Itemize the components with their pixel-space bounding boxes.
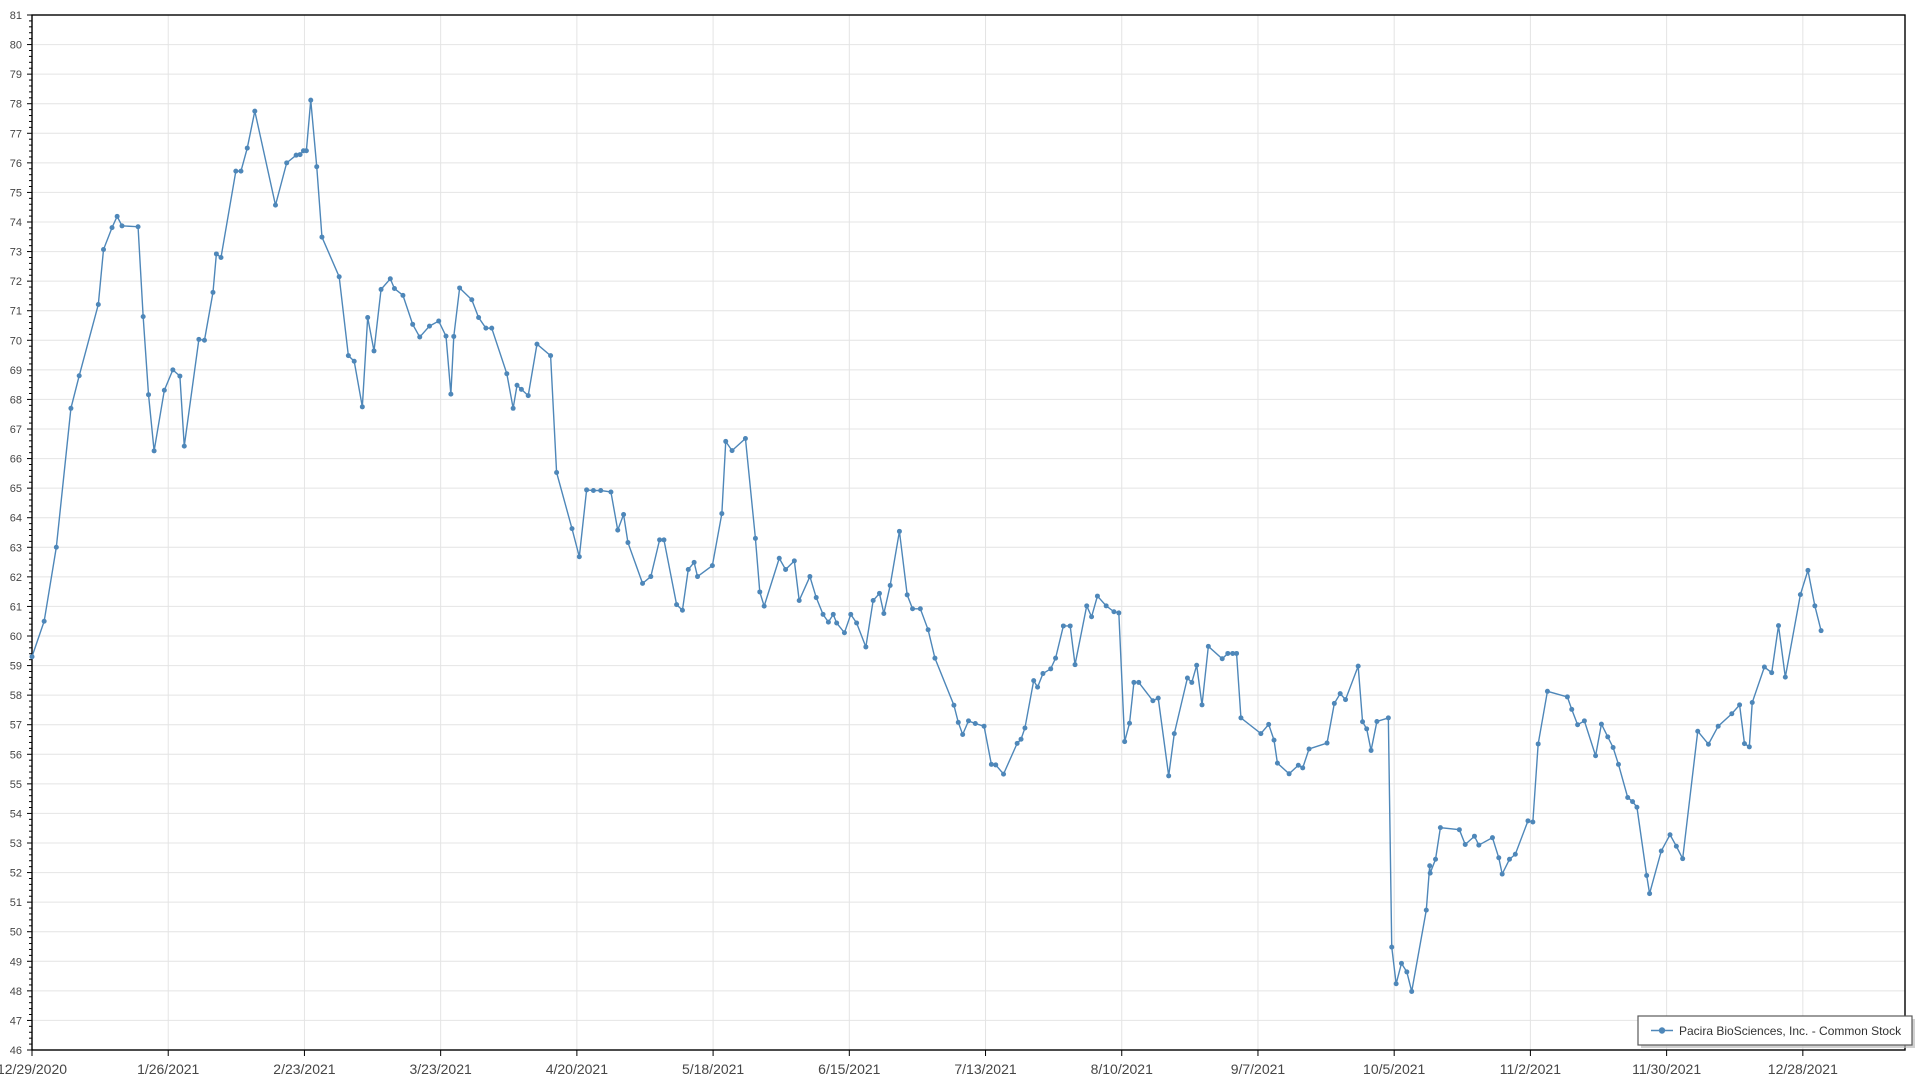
svg-text:64: 64 [10, 513, 22, 525]
svg-text:5/18/2021: 5/18/2021 [682, 1061, 744, 1077]
svg-text:49: 49 [10, 956, 22, 968]
svg-text:77: 77 [10, 128, 22, 140]
svg-text:54: 54 [10, 808, 22, 820]
svg-text:81: 81 [10, 10, 22, 22]
svg-text:52: 52 [10, 868, 22, 880]
svg-text:76: 76 [10, 158, 22, 170]
svg-text:80: 80 [10, 40, 22, 52]
svg-text:7/13/2021: 7/13/2021 [954, 1061, 1016, 1077]
svg-text:8/10/2021: 8/10/2021 [1091, 1061, 1153, 1077]
svg-text:Pacira BioSciences, Inc. - Com: Pacira BioSciences, Inc. - Common Stock [1679, 1024, 1902, 1038]
svg-text:6/15/2021: 6/15/2021 [818, 1061, 880, 1077]
svg-text:11/2/2021: 11/2/2021 [1500, 1061, 1561, 1077]
svg-text:46: 46 [10, 1045, 22, 1057]
svg-text:51: 51 [10, 897, 22, 909]
svg-text:66: 66 [10, 454, 22, 466]
svg-text:65: 65 [10, 483, 22, 495]
svg-text:78: 78 [10, 99, 22, 111]
svg-text:75: 75 [10, 187, 22, 199]
svg-text:48: 48 [10, 986, 22, 998]
svg-text:71: 71 [10, 306, 22, 318]
svg-text:12/28/2021: 12/28/2021 [1768, 1061, 1838, 1077]
svg-text:72: 72 [10, 276, 22, 288]
svg-text:73: 73 [10, 247, 22, 259]
svg-text:53: 53 [10, 838, 22, 850]
svg-text:1/26/2021: 1/26/2021 [137, 1061, 199, 1077]
svg-text:3/23/2021: 3/23/2021 [410, 1061, 472, 1077]
svg-text:10/5/2021: 10/5/2021 [1363, 1061, 1425, 1077]
svg-text:2/23/2021: 2/23/2021 [273, 1061, 335, 1077]
svg-text:69: 69 [10, 365, 22, 377]
svg-text:61: 61 [10, 601, 22, 613]
svg-text:63: 63 [10, 542, 22, 554]
svg-text:79: 79 [10, 69, 22, 81]
svg-text:62: 62 [10, 572, 22, 584]
svg-text:67: 67 [10, 424, 22, 436]
svg-text:74: 74 [10, 217, 22, 229]
svg-text:58: 58 [10, 690, 22, 702]
svg-text:12/29/2020: 12/29/2020 [0, 1061, 67, 1077]
svg-text:60: 60 [10, 631, 22, 643]
svg-text:9/7/2021: 9/7/2021 [1231, 1061, 1286, 1077]
svg-text:55: 55 [10, 779, 22, 791]
svg-text:11/30/2021: 11/30/2021 [1632, 1061, 1701, 1077]
svg-text:50: 50 [10, 927, 22, 939]
svg-text:47: 47 [10, 1015, 22, 1027]
svg-text:57: 57 [10, 720, 22, 732]
svg-text:68: 68 [10, 394, 22, 406]
svg-text:70: 70 [10, 335, 22, 347]
svg-text:4/20/2021: 4/20/2021 [546, 1061, 608, 1077]
svg-text:56: 56 [10, 749, 22, 761]
svg-text:59: 59 [10, 661, 22, 673]
